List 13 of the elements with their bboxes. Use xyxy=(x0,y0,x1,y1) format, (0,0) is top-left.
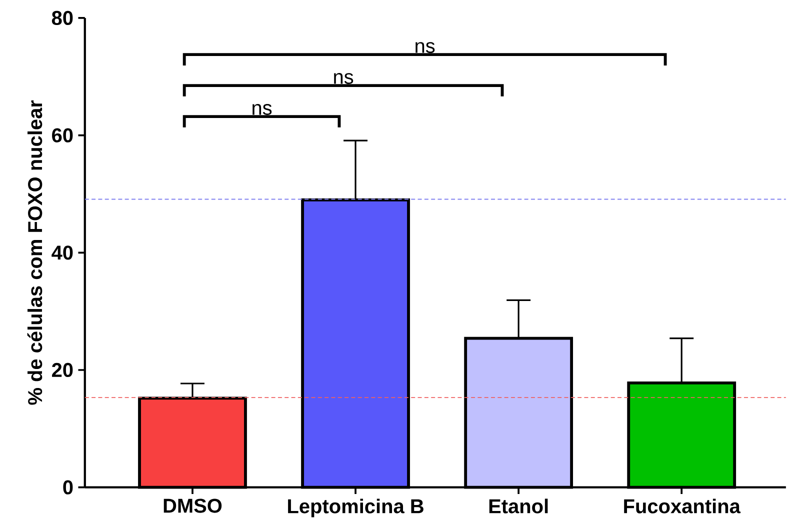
annotation: ns xyxy=(416,42,435,53)
y-tick-label: 40 xyxy=(52,245,73,260)
annotation: ns xyxy=(334,72,354,84)
y-tick-label: 20 xyxy=(52,362,73,377)
x-tick-label: Fucoxantina xyxy=(624,498,741,514)
y-axis-title: % de células com FOXO nuclear xyxy=(27,100,42,405)
y-tick-label: 60 xyxy=(52,128,73,142)
annotation: ns xyxy=(252,104,272,115)
x-tick-label: DMSO xyxy=(164,498,222,513)
y-tick-label: 80 xyxy=(52,10,73,25)
x-tick-label: Etanol xyxy=(489,498,548,514)
x-tick-label: Leptomicina B xyxy=(288,498,424,518)
y-tick-label: 0 xyxy=(63,480,73,494)
